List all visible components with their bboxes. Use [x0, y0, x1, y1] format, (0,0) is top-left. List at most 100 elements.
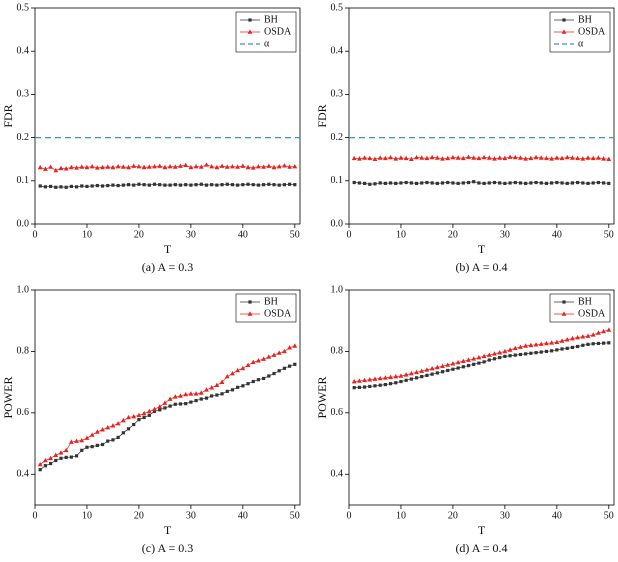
marker: [518, 344, 523, 349]
marker: [178, 163, 183, 168]
marker: [497, 155, 503, 160]
marker: [550, 181, 554, 185]
x-tick-label: 40: [238, 510, 248, 521]
marker: [141, 410, 147, 416]
marker: [37, 164, 43, 170]
marker: [256, 183, 261, 187]
marker: [524, 181, 528, 185]
marker: [362, 385, 367, 389]
marker: [492, 156, 497, 161]
plot-frame: [34, 289, 301, 506]
marker: [434, 155, 440, 160]
x-tick-label: 30: [186, 229, 196, 240]
marker: [425, 373, 429, 377]
marker: [534, 351, 538, 355]
marker: [440, 363, 445, 368]
marker: [596, 180, 601, 185]
marker: [466, 154, 471, 159]
marker: [524, 352, 528, 356]
marker: [256, 378, 261, 382]
marker: [560, 347, 564, 351]
marker: [576, 344, 580, 349]
marker: [471, 155, 477, 160]
marker: [528, 155, 534, 161]
marker: [94, 429, 100, 434]
y-tick-label: 0.8: [331, 346, 344, 357]
marker: [146, 164, 152, 169]
marker: [245, 164, 251, 170]
marker: [137, 182, 141, 186]
marker: [250, 359, 256, 364]
marker: [559, 155, 565, 161]
x-tick-label: 30: [186, 510, 196, 521]
marker: [68, 439, 74, 444]
marker: [351, 378, 357, 384]
marker: [487, 181, 491, 185]
marker: [399, 379, 403, 384]
marker: [146, 408, 152, 414]
x-tick-label: 10: [396, 510, 406, 521]
marker: [163, 406, 167, 410]
marker: [272, 371, 276, 376]
marker: [199, 397, 203, 401]
marker: [388, 374, 393, 380]
y-tick-label: 0.0: [331, 218, 344, 229]
marker: [533, 342, 539, 347]
marker: [373, 182, 377, 186]
marker: [126, 414, 131, 420]
marker: [220, 183, 224, 187]
marker: [372, 156, 378, 161]
x-axis-label: T: [164, 242, 172, 256]
legend-label: α: [578, 38, 584, 49]
marker: [445, 362, 451, 367]
legend-swatch: [562, 300, 566, 304]
marker: [601, 328, 607, 334]
marker: [262, 376, 266, 381]
marker: [570, 335, 575, 341]
marker: [492, 351, 497, 356]
marker: [136, 412, 142, 418]
marker: [194, 398, 198, 403]
marker: [172, 164, 178, 169]
marker: [64, 455, 68, 459]
marker: [184, 402, 188, 406]
y-tick-label: 0.1: [17, 175, 30, 186]
marker: [460, 155, 466, 161]
marker: [131, 413, 137, 419]
marker: [414, 181, 419, 185]
legend-box: [549, 293, 611, 323]
marker: [106, 183, 110, 188]
marker: [581, 181, 585, 185]
marker: [576, 180, 580, 185]
marker: [282, 348, 287, 354]
marker: [555, 180, 559, 185]
marker: [497, 350, 503, 355]
marker: [241, 384, 245, 388]
caption: (c) A = 0.3: [142, 541, 193, 555]
marker: [429, 366, 435, 371]
marker: [555, 348, 559, 352]
marker: [84, 164, 90, 170]
marker: [105, 164, 111, 169]
y-tick-label: 0.5: [331, 2, 344, 13]
marker: [580, 156, 586, 161]
marker: [414, 369, 419, 375]
marker: [559, 338, 565, 343]
legend-label: OSDA: [264, 308, 292, 319]
marker: [394, 181, 398, 185]
marker: [53, 167, 59, 173]
y-axis-label: POWER: [315, 377, 329, 419]
marker: [68, 164, 74, 170]
marker: [446, 368, 450, 373]
x-tick-label: 0: [347, 229, 352, 240]
marker: [38, 468, 42, 472]
marker: [48, 461, 53, 466]
marker: [219, 163, 225, 168]
marker: [393, 374, 399, 379]
marker: [256, 358, 261, 363]
x-tick-label: 20: [134, 510, 144, 521]
marker: [74, 454, 79, 458]
marker: [498, 181, 502, 185]
marker: [94, 165, 100, 170]
marker: [356, 378, 362, 383]
